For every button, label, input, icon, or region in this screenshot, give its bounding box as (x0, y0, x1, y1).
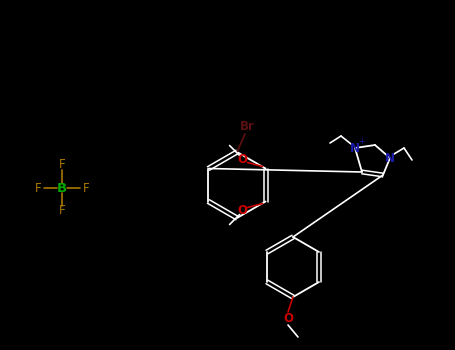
Text: O: O (238, 204, 248, 217)
Text: F: F (59, 159, 66, 172)
Text: B: B (57, 182, 67, 195)
Text: O: O (238, 153, 248, 166)
Text: O: O (283, 313, 293, 326)
Text: +: + (358, 138, 364, 147)
Text: Br: Br (240, 119, 254, 133)
Text: F: F (59, 204, 66, 217)
Text: N: N (350, 141, 360, 154)
Text: F: F (83, 182, 89, 195)
Text: N: N (385, 152, 395, 164)
Text: F: F (35, 182, 41, 195)
